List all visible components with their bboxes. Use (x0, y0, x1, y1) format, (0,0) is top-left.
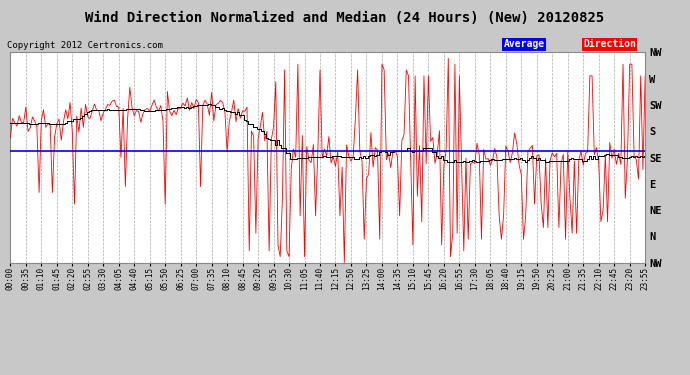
Text: Copyright 2012 Certronics.com: Copyright 2012 Certronics.com (7, 41, 163, 50)
Text: Direction: Direction (583, 39, 636, 50)
Text: Average: Average (504, 39, 545, 50)
Text: Wind Direction Normalized and Median (24 Hours) (New) 20120825: Wind Direction Normalized and Median (24… (86, 11, 604, 25)
